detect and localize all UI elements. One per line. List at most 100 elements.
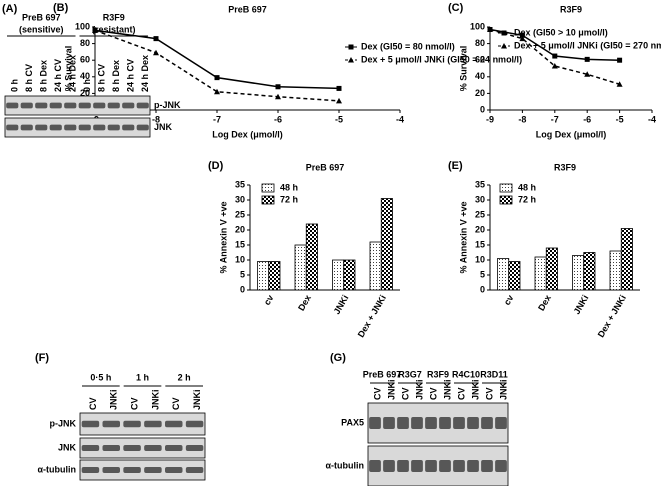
blot-band (123, 467, 141, 473)
bar (294, 244, 307, 291)
lane-label: 8 h Dex (111, 60, 121, 92)
chart-title: PreB 697 (306, 162, 345, 172)
legend-label: Dex (GI50 = 80 nmol/l) (361, 41, 455, 51)
lane-label: 24 h Dex (68, 55, 78, 92)
lane-label: CV (129, 397, 139, 410)
panel-label: (B) (53, 2, 69, 14)
lane-label: CV (171, 397, 181, 410)
marker (336, 85, 342, 91)
y-tick-label: 10 (235, 254, 245, 264)
blot-band (81, 420, 100, 428)
legend-label: 72 h (518, 194, 536, 204)
lane-label: JNKi (386, 379, 396, 400)
lane-label: 8 h Dex (39, 60, 49, 92)
lane-label: 24 h CV (53, 59, 63, 92)
y-tick-label: 15 (235, 239, 245, 249)
blot-band (122, 124, 135, 131)
blot-band (20, 102, 33, 109)
blot-band (64, 124, 77, 131)
line (489, 28, 620, 85)
y-tick-label: 100 (75, 21, 90, 31)
y-tick-label: 20 (475, 88, 485, 98)
blot-band (107, 102, 120, 109)
lane-label: 8 h CV (24, 64, 34, 92)
y-tick-label: 80 (80, 38, 90, 48)
blot-band (467, 460, 479, 472)
lane-label: JNKi (414, 379, 424, 400)
bar (609, 250, 622, 291)
bar (508, 261, 521, 291)
marker (552, 53, 558, 59)
legend-swatch (499, 195, 513, 205)
blot-strip (79, 437, 206, 459)
y-tick-label: 60 (80, 55, 90, 65)
marker (584, 56, 590, 62)
blot-band (49, 102, 62, 109)
legend-swatch (499, 183, 513, 193)
marker (584, 71, 591, 77)
marker (551, 63, 558, 69)
row-label: JNK (58, 442, 77, 452)
lane-label: CV (400, 387, 410, 400)
blot-band (185, 445, 204, 451)
blot-band (439, 460, 451, 472)
group-label: R3F9 (103, 12, 125, 22)
group-label: 1 h (136, 372, 149, 382)
x-tick-label: JNKi (332, 293, 351, 316)
marker (616, 81, 623, 87)
group-note: (sensitive) (19, 24, 64, 34)
blot-band (495, 417, 507, 429)
blot-band (411, 417, 423, 429)
blot-band (397, 460, 409, 472)
y-tick-label: 30 (475, 194, 485, 204)
bar (572, 255, 585, 291)
blot-band (411, 460, 423, 472)
lane-label: CV (484, 387, 494, 400)
x-tick-label: JNKi (572, 293, 591, 316)
bar (545, 247, 558, 291)
marker (92, 27, 98, 33)
blot-band (439, 417, 451, 429)
y-tick-label: 15 (475, 239, 485, 249)
blot-band (136, 102, 149, 109)
blot-band (383, 460, 395, 472)
blot-band (397, 417, 409, 429)
lane-label: 0 h (82, 79, 92, 92)
bar (534, 256, 547, 291)
legend-label: Dex + 5 μmol/l JNKi (GI50 = 270 nmol/l) (514, 40, 661, 50)
blot-band (64, 102, 77, 109)
marker (153, 36, 159, 42)
bar (268, 261, 281, 291)
y-tick-label: 0 (240, 284, 245, 294)
group-label: PreB 697 (363, 369, 402, 379)
bar (380, 198, 393, 291)
blot-band (123, 420, 141, 428)
blot-band (93, 102, 106, 109)
legend-swatch (261, 183, 275, 193)
panel-label: (E) (448, 160, 463, 172)
y-axis-label: % Annexin V +ve (218, 202, 228, 274)
blot-strip (79, 412, 206, 436)
legend-marker (348, 44, 354, 50)
group-label: 0·5 h (90, 372, 111, 382)
y-tick-label: 20 (475, 224, 485, 234)
bar (332, 259, 345, 291)
panel-label: (A) (2, 3, 18, 15)
blot-band (102, 445, 120, 451)
blot-band (122, 102, 135, 109)
blot-band (369, 417, 381, 429)
blot-strip (4, 117, 151, 138)
legend-swatch (261, 195, 275, 205)
blot-band (78, 124, 91, 131)
blot-band (81, 467, 100, 473)
panel-label: (F) (35, 352, 49, 364)
row-label: α-tubulin (37, 464, 76, 474)
x-tick-label: cv (502, 293, 516, 307)
marker (275, 93, 281, 100)
bar (343, 259, 356, 291)
lane-label: JNKi (470, 379, 480, 400)
group-label: R3F9 (427, 369, 449, 379)
group-label: R4C10 (452, 369, 480, 379)
marker (487, 26, 493, 32)
